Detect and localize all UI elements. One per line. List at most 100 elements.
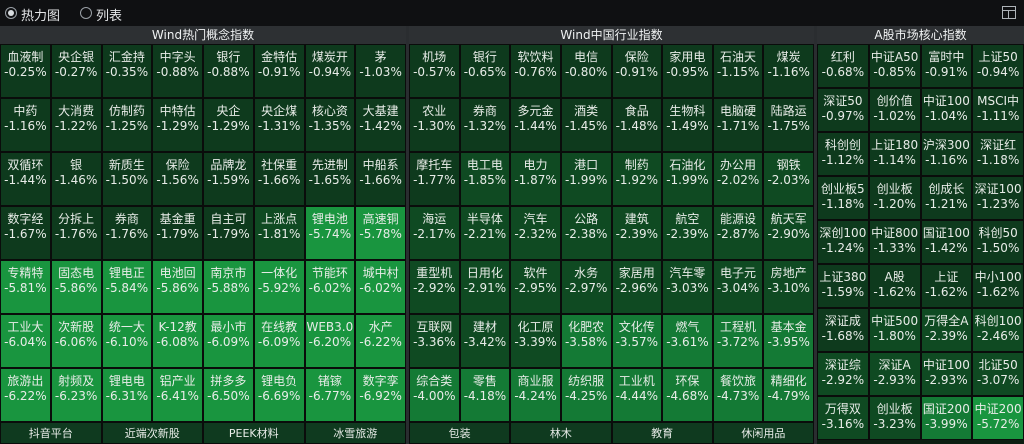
heatmap-cell[interactable]: 环保 -4.68% — [662, 368, 713, 422]
heatmap-cell[interactable]: 化工原 -3.39% — [510, 314, 561, 368]
heatmap-cell[interactable]: 摩托车 -1.77% — [409, 152, 460, 206]
heatmap-cell[interactable]: 保险 -1.56% — [152, 152, 203, 206]
heatmap-cell[interactable]: 海运 -2.17% — [409, 206, 460, 260]
heatmap-cell[interactable]: 核心资 -1.35% — [304, 98, 356, 152]
heatmap-cell[interactable]: 数字经 -1.67% — [0, 206, 51, 260]
heatmap-cell[interactable]: 中证500 -1.80% — [868, 308, 921, 352]
heatmap-cell[interactable]: 中证800 -1.33% — [868, 220, 921, 264]
heatmap-cell[interactable]: 拼多多 -6.50% — [203, 368, 254, 422]
heatmap-cell[interactable]: 煤炭 -1.16% — [763, 44, 814, 98]
heatmap-cell[interactable]: 水务 -2.97% — [560, 260, 612, 314]
heatmap-cell[interactable]: 陆路运 -1.75% — [763, 98, 814, 152]
heatmap-cell[interactable]: WEB3.0 -6.20% — [304, 314, 356, 368]
heatmap-cell[interactable]: 中字头 -0.88% — [152, 44, 203, 98]
heatmap-cell[interactable]: 沪深300 -1.16% — [920, 132, 973, 176]
heatmap-cell[interactable]: 深证红 -1.18% — [972, 132, 1024, 176]
heatmap-cell[interactable]: 深证A -2.93% — [868, 352, 921, 396]
heatmap-cell[interactable]: 零售 -4.18% — [459, 368, 511, 422]
heatmap-cell[interactable]: 建筑 -2.39% — [611, 206, 663, 260]
heatmap-cell[interactable]: 血液制 -0.25% — [0, 44, 51, 98]
heatmap-cell[interactable]: K-12教 -6.08% — [152, 314, 203, 368]
heatmap-radio[interactable] — [5, 7, 17, 19]
heatmap-cell[interactable]: 创业板5 -1.18% — [817, 176, 869, 220]
heatmap-cell[interactable]: 科创50 -1.50% — [972, 220, 1024, 264]
heatmap-cell[interactable]: 红利 -0.68% — [817, 44, 869, 88]
heatmap-cell[interactable]: 国证100 -1.42% — [920, 220, 973, 264]
heatmap-cell[interactable]: 文化传 -3.57% — [611, 314, 663, 368]
heatmap-cell[interactable]: 先进制 -1.65% — [304, 152, 356, 206]
layout-toggle-icon[interactable] — [1002, 6, 1016, 19]
heatmap-cell[interactable]: 电信 -0.80% — [560, 44, 612, 98]
footer-cell[interactable]: 抖音平台 — [0, 422, 102, 444]
heatmap-cell[interactable]: 上证50 -0.94% — [972, 44, 1024, 88]
heatmap-cell[interactable]: 中特估 -1.29% — [152, 98, 203, 152]
heatmap-cell[interactable]: 软饮料 -0.76% — [510, 44, 561, 98]
heatmap-cell[interactable]: 上证380 -1.59% — [817, 264, 869, 308]
heatmap-cell[interactable]: 中证100 -1.04% — [920, 88, 973, 132]
heatmap-cell[interactable]: 化肥农 -3.58% — [560, 314, 612, 368]
heatmap-cell[interactable]: 日用化 -2.91% — [459, 260, 511, 314]
heatmap-cell[interactable]: 中船系 -1.66% — [355, 152, 406, 206]
heatmap-cell[interactable]: 新质生 -1.50% — [101, 152, 153, 206]
footer-cell[interactable]: PEEK材料 — [203, 422, 305, 444]
heatmap-cell[interactable]: 上证180 -1.14% — [868, 132, 921, 176]
heatmap-cell[interactable]: 银行 -0.88% — [203, 44, 254, 98]
heatmap-label[interactable]: 热力图 — [21, 9, 61, 24]
heatmap-cell[interactable]: 家居用 -2.96% — [611, 260, 663, 314]
heatmap-cell[interactable]: 央企银 -0.27% — [50, 44, 102, 98]
heatmap-cell[interactable]: 中证100 -2.93% — [920, 352, 973, 396]
heatmap-cell[interactable]: 港口 -1.99% — [560, 152, 612, 206]
heatmap-cell[interactable]: 锗镓 -6.77% — [304, 368, 356, 422]
heatmap-cell[interactable]: 富时中 -0.91% — [920, 44, 973, 88]
heatmap-cell[interactable]: 统一大 -6.10% — [101, 314, 153, 368]
heatmap-cell[interactable]: 餐饮旅 -4.73% — [712, 368, 764, 422]
heatmap-cell[interactable]: 制药 -1.92% — [611, 152, 663, 206]
heatmap-cell[interactable]: 节能环 -6.02% — [304, 260, 356, 314]
heatmap-cell[interactable]: 南京市 -5.88% — [203, 260, 254, 314]
footer-cell[interactable]: 教育 — [611, 422, 713, 444]
heatmap-cell[interactable]: 公路 -2.38% — [560, 206, 612, 260]
heatmap-cell[interactable]: 多元金 -1.44% — [510, 98, 561, 152]
heatmap-cell[interactable]: 房地产 -3.10% — [763, 260, 814, 314]
heatmap-cell[interactable]: 国证200 -3.99% — [920, 396, 973, 440]
heatmap-cell[interactable]: 深证50 -0.97% — [817, 88, 869, 132]
heatmap-cell[interactable]: 分拆上 -1.76% — [50, 206, 102, 260]
heatmap-cell[interactable]: 社保重 -1.66% — [253, 152, 305, 206]
heatmap-cell[interactable]: 中证A50 -0.85% — [868, 44, 921, 88]
heatmap-cell[interactable]: 农业 -1.30% — [409, 98, 460, 152]
heatmap-cell[interactable]: 基本金 -3.95% — [763, 314, 814, 368]
heatmap-cell[interactable]: 家用电 -0.95% — [662, 44, 713, 98]
heatmap-cell[interactable]: 金特估 -0.91% — [253, 44, 305, 98]
heatmap-cell[interactable]: 电工电 -1.85% — [459, 152, 511, 206]
heatmap-cell[interactable]: 互联网 -3.36% — [409, 314, 460, 368]
heatmap-cell[interactable]: 保险 -0.91% — [611, 44, 663, 98]
heatmap-cell[interactable]: 深证100 -1.23% — [972, 176, 1024, 220]
heatmap-cell[interactable]: 精细化 -4.79% — [763, 368, 814, 422]
heatmap-cell[interactable]: 城中村 -6.02% — [355, 260, 406, 314]
heatmap-cell[interactable]: 深证成 -1.68% — [817, 308, 869, 352]
heatmap-cell[interactable]: 生物科 -1.49% — [662, 98, 713, 152]
heatmap-cell[interactable]: 北证50 -3.07% — [972, 352, 1024, 396]
heatmap-cell[interactable]: 在线教 -6.09% — [253, 314, 305, 368]
heatmap-cell[interactable]: 一体化 -5.92% — [253, 260, 305, 314]
heatmap-cell[interactable]: 燃气 -3.61% — [662, 314, 713, 368]
heatmap-cell[interactable]: 深证综 -2.92% — [817, 352, 869, 396]
heatmap-cell[interactable]: 水产 -6.22% — [355, 314, 406, 368]
heatmap-cell[interactable]: 仿制药 -1.25% — [101, 98, 153, 152]
list-radio[interactable] — [80, 7, 92, 19]
heatmap-cell[interactable]: 自主可 -1.79% — [203, 206, 254, 260]
heatmap-cell[interactable]: 锂电负 -6.69% — [253, 368, 305, 422]
heatmap-cell[interactable]: 创成长 -1.21% — [920, 176, 973, 220]
heatmap-cell[interactable]: 次新股 -6.06% — [50, 314, 102, 368]
heatmap-cell[interactable]: 食品 -1.48% — [611, 98, 663, 152]
footer-cell[interactable]: 包装 — [409, 422, 511, 444]
heatmap-cell[interactable]: 创业板 -1.20% — [868, 176, 921, 220]
heatmap-cell[interactable]: 双循环 -1.44% — [0, 152, 51, 206]
heatmap-cell[interactable]: 专精特 -5.81% — [0, 260, 51, 314]
heatmap-cell[interactable]: 上涨点 -1.81% — [253, 206, 305, 260]
heatmap-cell[interactable]: 商业服 -4.24% — [510, 368, 561, 422]
heatmap-cell[interactable]: 锂电池 -5.74% — [304, 206, 356, 260]
heatmap-cell[interactable]: 电脑硬 -1.71% — [712, 98, 764, 152]
heatmap-cell[interactable]: 办公用 -2.02% — [712, 152, 764, 206]
heatmap-cell[interactable]: 科创100 -2.46% — [972, 308, 1024, 352]
